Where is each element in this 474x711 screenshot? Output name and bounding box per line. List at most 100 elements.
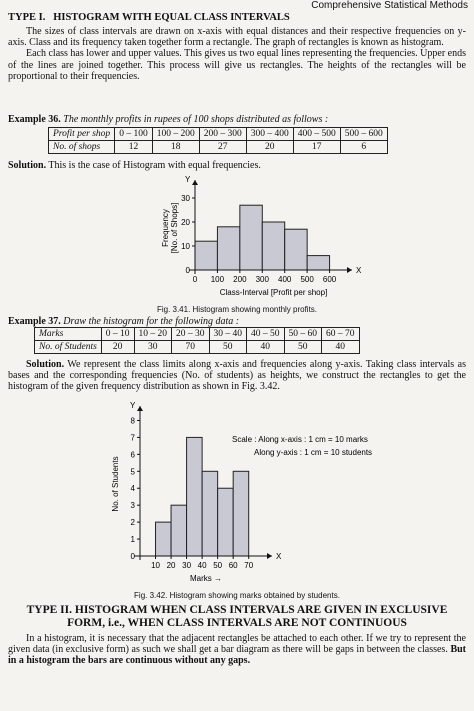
table-row: Marks 0 – 10 10 – 20 20 – 30 30 – 40 40 – 50 5… bbox=[34, 327, 360, 341]
table-cell: 0 – 10 bbox=[100, 327, 135, 341]
y-tick-label: 20 bbox=[181, 218, 190, 227]
axis-letter: X bbox=[276, 552, 282, 561]
table-cell: 0 – 100 bbox=[114, 127, 153, 141]
example-label: Example 37. bbox=[8, 316, 61, 327]
x-tick-label: 300 bbox=[256, 275, 270, 284]
x-tick-label: 0 bbox=[193, 275, 198, 284]
bar bbox=[239, 204, 263, 271]
bar bbox=[201, 470, 219, 557]
bar bbox=[217, 487, 234, 557]
y-tick-label: 4 bbox=[131, 484, 136, 493]
solution: Solution. We represent the class limits … bbox=[8, 359, 466, 393]
bar bbox=[170, 504, 188, 557]
caption: Fig. 3.41. Histogram showing monthly pro… bbox=[156, 305, 318, 314]
table-cell: Marks bbox=[34, 327, 102, 341]
y-tick-label: 3 bbox=[131, 501, 136, 510]
table-cell: 500 – 600 bbox=[339, 127, 388, 141]
chart: X Y 0 1 2 3 4 5 6 7 8 10 20 30 40 50 60 70 Marks → No. of S… bbox=[111, 401, 372, 583]
table-cell: 60 – 70 bbox=[321, 327, 360, 341]
bar bbox=[155, 521, 172, 557]
y-axis-label: No. of Students bbox=[111, 456, 120, 511]
table-cell: 400 – 500 bbox=[292, 127, 341, 141]
x-tick-label: 70 bbox=[244, 561, 253, 570]
table-cell: 50 bbox=[208, 340, 248, 354]
bar bbox=[186, 436, 203, 557]
table-cell: 18 bbox=[151, 140, 200, 154]
heading-label: TYPE I. bbox=[8, 12, 46, 23]
y-tick-label: 0 bbox=[186, 266, 191, 275]
table-cell: 50 – 60 bbox=[283, 327, 323, 341]
heading-title: HISTOGRAM WITH EQUAL CLASS INTERVALS bbox=[53, 12, 290, 23]
table-cell: 20 bbox=[245, 140, 294, 154]
emphasis: But in a histogram the bars are continuo… bbox=[8, 644, 466, 667]
x-tick-label: 500 bbox=[300, 275, 314, 284]
solution: Solution. This is the case of Histogram … bbox=[8, 160, 466, 171]
heading: TYPE II. HISTOGRAM WHEN CLASS INTERVALS … bbox=[8, 604, 466, 630]
intro: The sizes of class intervals are drawn o… bbox=[8, 26, 466, 82]
y-tick-label: 8 bbox=[131, 416, 136, 425]
table-cell: 30 – 40 bbox=[208, 327, 248, 341]
bar bbox=[216, 226, 241, 271]
table-cell: 27 bbox=[198, 140, 247, 154]
y-tick-label: 2 bbox=[131, 518, 136, 527]
table-cell: No. of shops bbox=[47, 140, 116, 154]
y-tick-label: 30 bbox=[181, 194, 190, 203]
y-tick-label: 7 bbox=[131, 433, 136, 442]
example-text: Draw the histogram for the following dat… bbox=[63, 316, 240, 327]
paragraph: In a histogram, it is necessary that the… bbox=[8, 633, 466, 656]
y-tick-label: 0 bbox=[131, 552, 136, 561]
table-cell: 12 bbox=[114, 140, 153, 154]
solution-text: This is the case of Histogram with equal… bbox=[48, 160, 261, 171]
y-tick-label: 5 bbox=[131, 467, 136, 476]
heading-label: TYPE II. bbox=[26, 604, 72, 616]
table: Profit per shop 0 – 100 100 – 200 200 – 300… bbox=[47, 127, 388, 154]
table-cell: 40 bbox=[321, 340, 360, 354]
note: Scale : Along x-axis : 1 cm = 10 marks bbox=[232, 435, 368, 444]
x-tick-label: 30 bbox=[182, 561, 191, 570]
bar bbox=[194, 240, 218, 271]
note: Along y-axis : 1 cm = 10 students bbox=[254, 448, 372, 457]
axis-letter: Y bbox=[130, 401, 136, 410]
paragraph: Each class has lower and upper values. T… bbox=[8, 48, 466, 82]
axis-letter: Y bbox=[185, 175, 191, 184]
table-cell: 20 – 30 bbox=[171, 327, 210, 341]
table-cell: 30 bbox=[133, 340, 173, 354]
x-tick-label: 200 bbox=[233, 275, 247, 284]
table-cell: 6 bbox=[339, 140, 388, 154]
y-tick-label: 6 bbox=[131, 450, 136, 459]
y-axis-label: [No. of Shops] bbox=[170, 203, 179, 254]
x-axis-label: Class-Interval [Profit per shop] bbox=[220, 288, 328, 297]
bar bbox=[284, 228, 308, 271]
table-cell: 100 – 200 bbox=[151, 127, 200, 141]
table-row: No. of shops 12 18 27 20 17 6 bbox=[47, 140, 388, 154]
x-tick-label: 400 bbox=[278, 275, 292, 284]
bar bbox=[306, 255, 331, 271]
table-cell: Profit per shop bbox=[47, 127, 116, 141]
table-cell: 70 bbox=[171, 340, 210, 354]
x-tick-label: 40 bbox=[198, 561, 207, 570]
table-cell: 300 – 400 bbox=[245, 127, 294, 141]
caption: Fig. 3.42. Histogram showing marks obtai… bbox=[134, 591, 340, 600]
table-cell: 20 bbox=[100, 340, 135, 354]
table-cell: 200 – 300 bbox=[198, 127, 247, 141]
axis-letter: X bbox=[356, 266, 362, 275]
bar bbox=[261, 221, 286, 271]
solution-label: Solution. bbox=[26, 359, 65, 370]
table-cell: 10 – 20 bbox=[133, 327, 173, 341]
y-axis-label: Frequency bbox=[161, 209, 170, 247]
table-cell: 40 bbox=[246, 340, 285, 354]
body: In a histogram, it is necessary that the… bbox=[8, 633, 466, 667]
table-cell: 50 bbox=[283, 340, 323, 354]
example-label: Example 36. bbox=[8, 114, 61, 125]
x-tick-label: 100 bbox=[211, 275, 225, 284]
x-tick-label: 10 bbox=[151, 561, 160, 570]
running-header: Comprehensive Statistical Methods bbox=[311, 0, 468, 11]
example-text: The monthly profits in rupees of 100 sho… bbox=[63, 114, 329, 125]
paragraph: The sizes of class intervals are drawn o… bbox=[8, 26, 466, 49]
table-cell: 17 bbox=[292, 140, 341, 154]
solution-label: Solution. bbox=[8, 160, 47, 171]
table-cell: 40 – 50 bbox=[246, 327, 285, 341]
x-tick-label: 60 bbox=[229, 561, 238, 570]
